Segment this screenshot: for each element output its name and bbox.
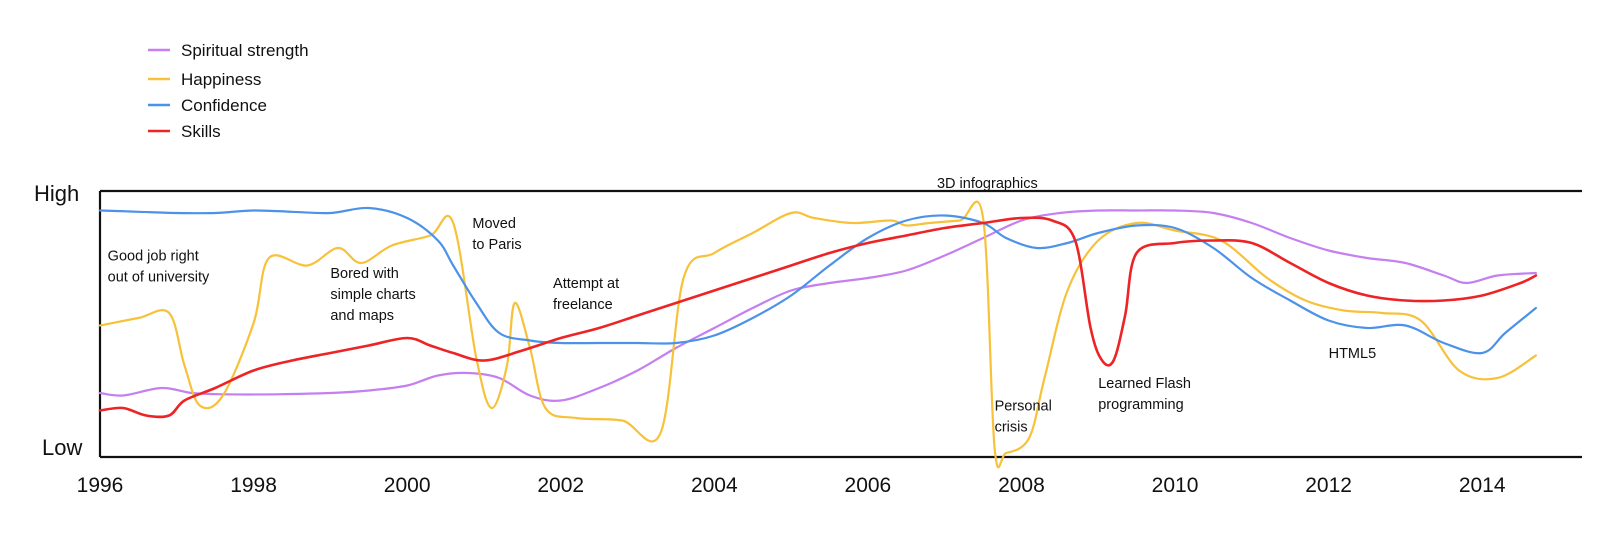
annotation-learned-flash-programming: Learned Flash programming — [1098, 376, 1191, 413]
annotation-good-job-right-out-of-university: Good job right out of university — [108, 249, 210, 286]
annotation-bored-with-simple-charts-and-maps: Bored with simple charts and maps — [330, 266, 415, 324]
series-line-confidence — [98, 206, 1537, 355]
x-tick-label-2010: 2010 — [1152, 474, 1199, 497]
annotation-line: and maps — [330, 308, 394, 324]
x-tick-label-2006: 2006 — [845, 474, 892, 497]
legend-item-skills: Skills — [148, 122, 221, 141]
x-tick-label-2004: 2004 — [691, 474, 738, 497]
y-high-label: High — [34, 181, 79, 206]
annotation-line: Learned Flash — [1098, 376, 1191, 392]
legend-item-confidence: Confidence — [148, 96, 267, 115]
annotation-line: HTML5 — [1329, 346, 1377, 362]
legend-item-spiritual-strength: Spiritual strength — [148, 41, 309, 60]
x-tick-labels: 1996 1998 2000 2002 2004 2006 2008 2010 2012 2014 — [77, 474, 1506, 497]
annotation-line: Good job right — [108, 249, 199, 265]
annotation-line: Personal — [995, 399, 1052, 415]
annotation-line: programming — [1098, 397, 1183, 413]
legend: Spiritual strength Happiness Confidence … — [148, 41, 309, 141]
annotation-line: out of university — [108, 270, 210, 286]
legend-item-happiness: Happiness — [148, 70, 261, 89]
annotation-line: freelance — [553, 297, 613, 313]
x-tick-label-2008: 2008 — [998, 474, 1045, 497]
legend-label: Spiritual strength — [181, 41, 309, 60]
series-line-happiness — [98, 200, 1537, 469]
x-tick-label-1998: 1998 — [230, 474, 277, 497]
annotation-line: crisis — [995, 420, 1028, 436]
annotation-personal-crisis: Personal crisis — [995, 399, 1052, 436]
annotation-line: Moved — [472, 216, 516, 232]
annotation-attempt-at-freelance: Attempt at freelance — [553, 276, 619, 313]
legend-label: Skills — [181, 122, 221, 141]
x-tick-label-1996: 1996 — [77, 474, 124, 497]
x-tick-label-2002: 2002 — [537, 474, 584, 497]
series-line-skills — [98, 216, 1538, 419]
annotation-line: simple charts — [330, 287, 415, 303]
annotation-3d-infographics: 3D infographics — [937, 176, 1038, 192]
annotations: Good job right out of university Bored wit… — [108, 176, 1376, 436]
series-lines — [98, 200, 1538, 469]
annotation-line: Attempt at — [553, 276, 619, 292]
annotation-line: Bored with — [330, 266, 399, 282]
annotation-line: to Paris — [472, 237, 521, 253]
y-low-label: Low — [42, 435, 82, 460]
series-line-spiritual-strength — [98, 209, 1537, 402]
x-tick-label-2014: 2014 — [1459, 474, 1506, 497]
annotation-html5: HTML5 — [1329, 346, 1377, 362]
legend-label: Confidence — [181, 96, 267, 115]
annotation-line: 3D infographics — [937, 176, 1038, 192]
x-tick-label-2000: 2000 — [384, 474, 431, 497]
annotation-moved-to-paris: Moved to Paris — [472, 216, 521, 253]
axes: High Low — [34, 181, 1582, 460]
x-tick-label-2012: 2012 — [1305, 474, 1352, 497]
legend-label: Happiness — [181, 70, 261, 89]
